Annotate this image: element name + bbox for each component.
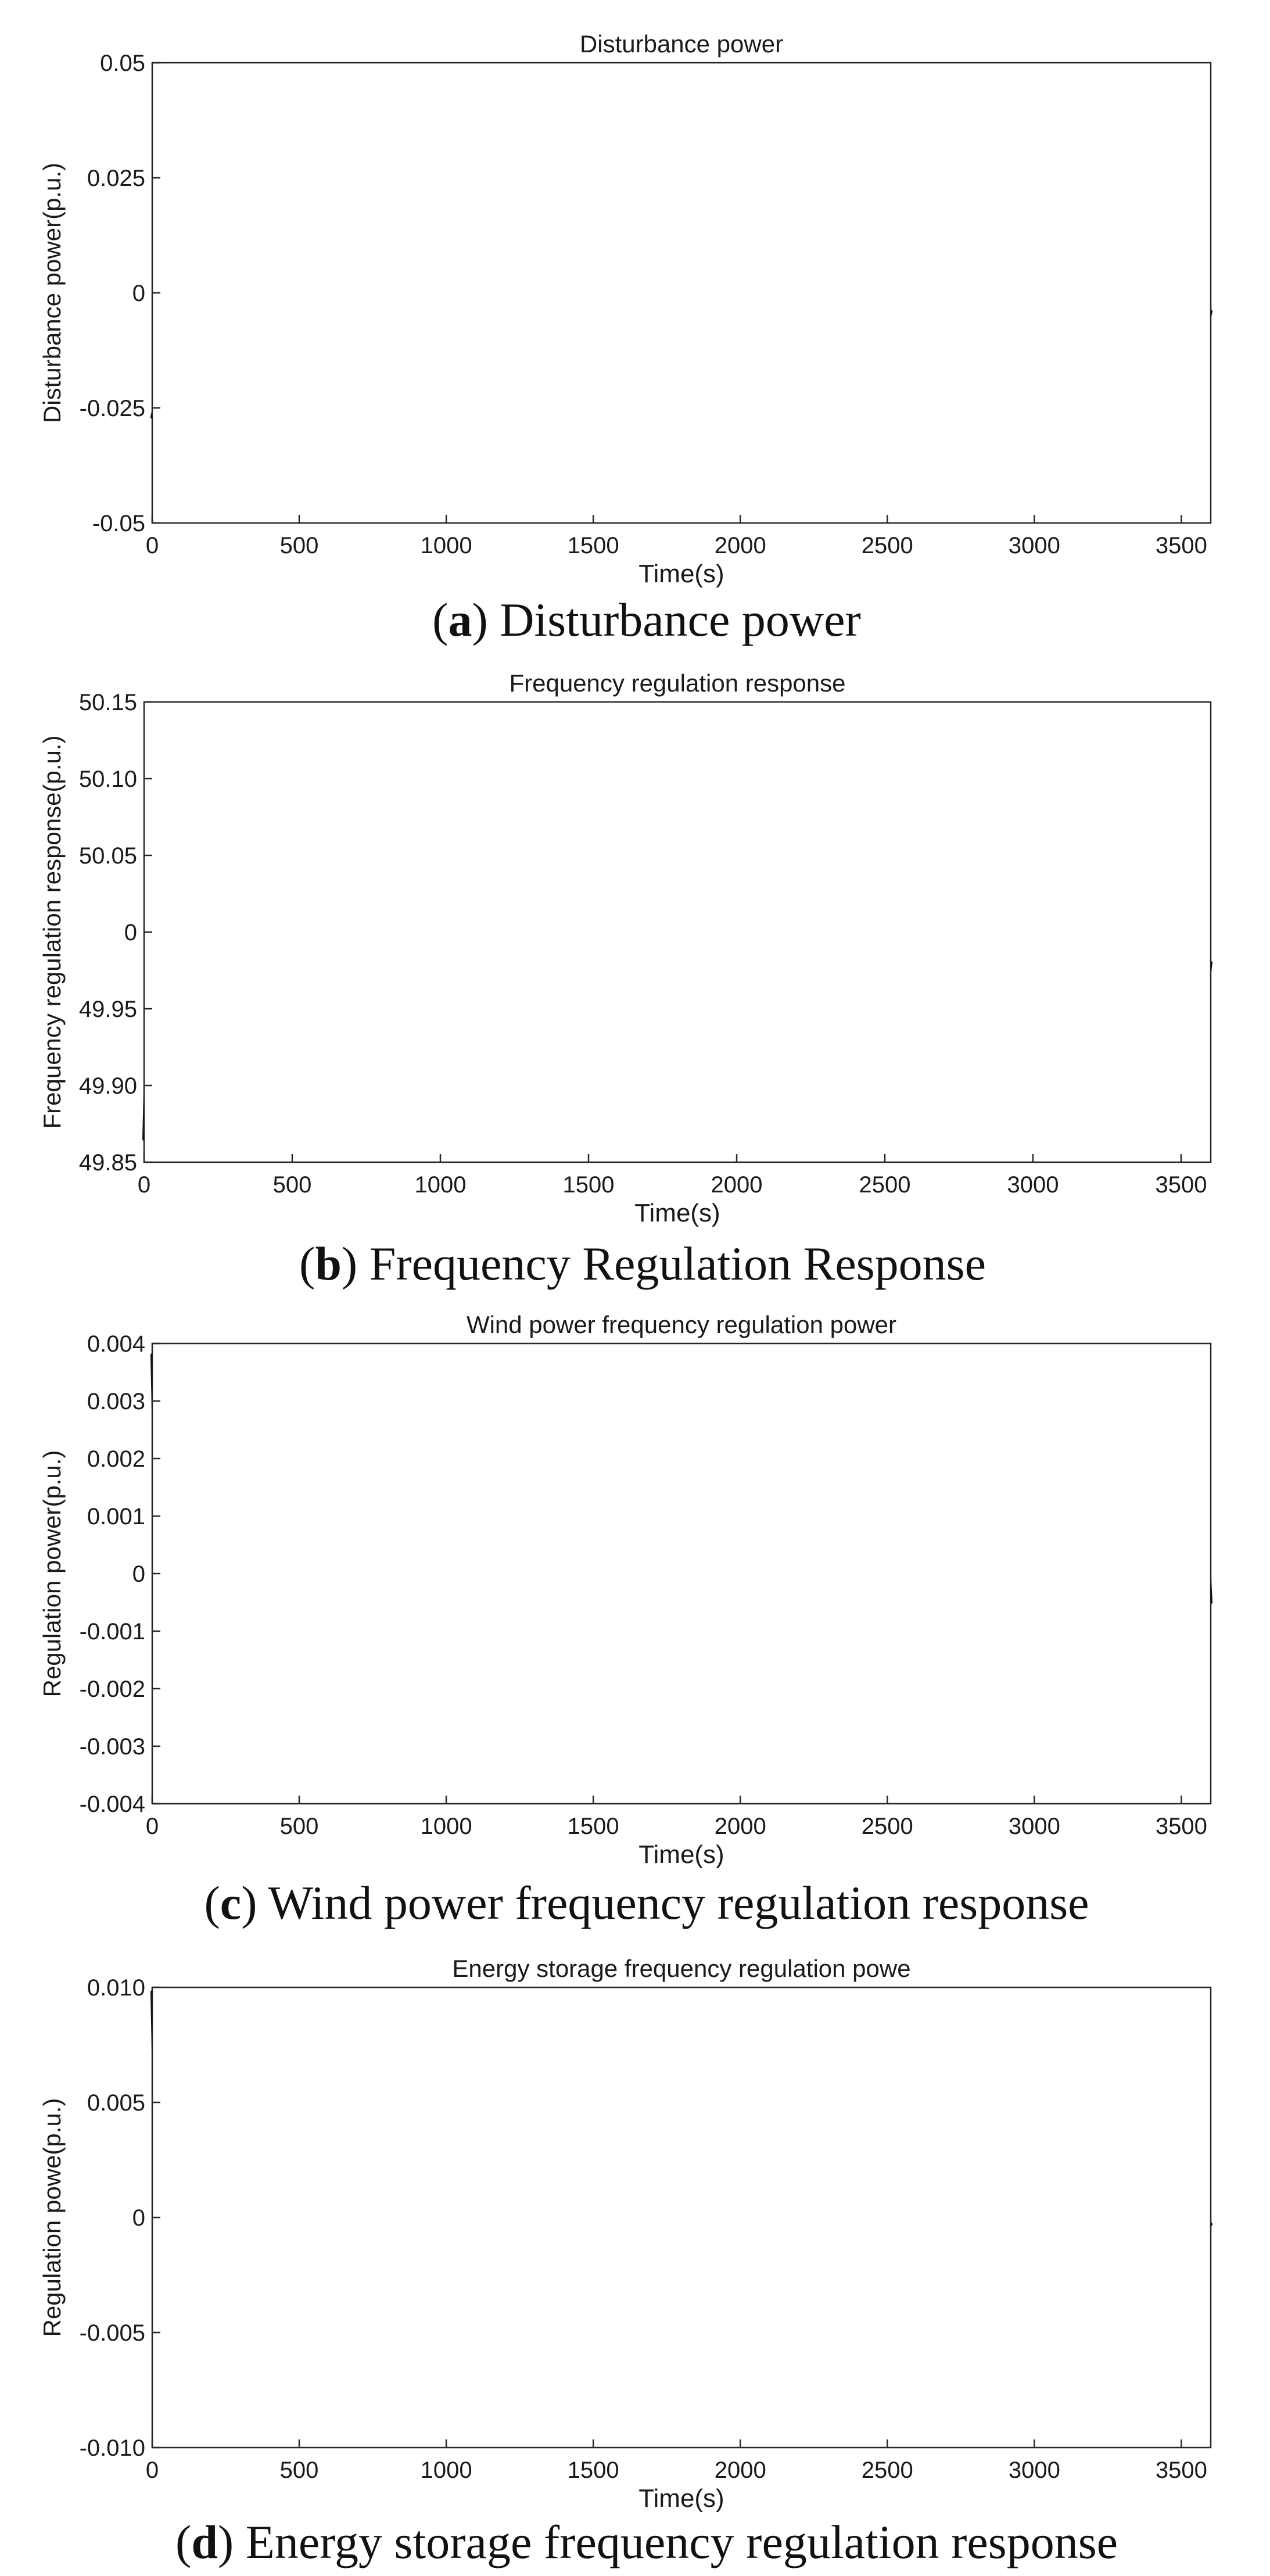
y-tick-label: -0.05	[92, 511, 145, 536]
x-tick-label: 3000	[1009, 2457, 1060, 2483]
x-tick-label: 2500	[862, 2457, 913, 2483]
y-tick-label: 0	[132, 281, 145, 306]
y-tick-label: 0.05	[100, 51, 145, 76]
x-tick-label: 0	[146, 533, 159, 558]
figure-caption: (a) Disturbance power	[432, 593, 861, 646]
y-tick-label: 0.010	[87, 1975, 145, 2001]
x-tick-label: 3000	[1007, 1172, 1059, 1198]
x-tick-label: 0	[138, 1172, 150, 1198]
x-tick-label: 3000	[1009, 533, 1060, 558]
y-tick-label: 49.85	[79, 1150, 137, 1176]
caption-letter: d	[191, 2516, 218, 2568]
y-tick-label: -0.001	[80, 1619, 145, 1645]
y-tick-label: -0.005	[80, 2320, 145, 2346]
x-tick-label: 1500	[563, 1172, 615, 1198]
caption-letter: b	[315, 1237, 342, 1290]
x-axis-label: Time(s)	[638, 1840, 724, 1869]
figure-caption: (d) Energy storage frequency regulation …	[175, 2516, 1118, 2568]
caption-text: Wind power frequency regulation response	[257, 1876, 1089, 1929]
x-tick-label: 1000	[415, 1172, 467, 1198]
x-tick-label: 1000	[421, 1814, 472, 1839]
y-tick-label: 0.025	[87, 166, 145, 191]
x-tick-label: 500	[280, 533, 319, 558]
y-tick-label: -0.004	[80, 1792, 145, 1817]
y-tick-label: -0.025	[80, 396, 145, 421]
x-tick-label: 1000	[421, 533, 472, 558]
x-tick-label: 1500	[568, 1814, 619, 1839]
y-axis-label: Frequency regulation response(p.u.)	[38, 735, 66, 1128]
y-axis-label: Regulation powe(p.u.)	[38, 2098, 66, 2337]
x-axis-label: Time(s)	[638, 560, 724, 588]
y-tick-label: 50.15	[79, 690, 137, 715]
figure-caption: (c) Wind power frequency regulation resp…	[204, 1876, 1089, 1929]
y-tick-label: 0	[124, 920, 137, 945]
caption-text: Frequency Regulation Response	[357, 1237, 986, 1290]
chart-panel-b: 0 500 1000 1500 2000 2500 3000 3500 49.85 49.90 49…	[38, 669, 1212, 1290]
chart-title: Wind power frequency regulation power	[467, 1311, 896, 1338]
x-axis-label: Time(s)	[634, 1199, 720, 1227]
y-tick-label: -0.002	[80, 1676, 145, 1702]
caption-letter: a	[448, 593, 472, 646]
figure-caption: (b) Frequency Regulation Response	[299, 1237, 986, 1290]
x-axis-label: Time(s)	[638, 2484, 724, 2513]
y-tick-label: 50.10	[79, 766, 137, 792]
y-tick-label: 0.002	[87, 1446, 145, 1472]
x-tick-label: 2000	[715, 1814, 766, 1839]
x-tick-label: 1500	[568, 533, 619, 558]
axes-frame	[151, 1986, 1212, 2449]
y-axis-label: Regulation power(p.u.)	[38, 1450, 66, 1697]
x-tick-label: 3000	[1009, 1814, 1060, 1839]
x-tick-label: 2000	[711, 1172, 763, 1198]
axes-frame	[151, 1342, 1212, 1805]
x-tick-label: 500	[273, 1172, 312, 1198]
axes-frame	[151, 62, 1212, 524]
x-tick-label: 2000	[715, 533, 766, 558]
x-tick-label: 1000	[421, 2457, 472, 2483]
y-tick-label: 0.004	[87, 1331, 145, 1357]
chart-title: Frequency regulation response	[509, 669, 845, 697]
chart-title: Disturbance power	[580, 30, 783, 58]
x-tick-label: 500	[280, 1814, 319, 1839]
y-tick-label: 50.05	[79, 843, 137, 869]
y-tick-label: 0	[132, 1561, 145, 1587]
y-tick-label: 0.001	[87, 1504, 145, 1529]
x-tick-label: 2500	[862, 533, 913, 558]
chart-panel-c: 0 500 1000 1500 2000 2500 3000 3500 -0.004 -0.003…	[38, 1311, 1212, 1929]
x-tick-label: 3500	[1156, 2457, 1207, 2483]
chart-panel-a: 0 500 1000 1500 2000 2500 3000 3500 -0.05 -0.025 0…	[38, 30, 1212, 646]
x-tick-label: 1500	[568, 2457, 619, 2483]
x-tick-label: 3500	[1156, 1814, 1207, 1839]
caption-text: Disturbance power	[488, 593, 861, 646]
x-tick-label: 0	[146, 1814, 159, 1839]
y-tick-label: 0.005	[87, 2090, 145, 2116]
x-tick-label: 3500	[1156, 1172, 1207, 1198]
caption-text: Energy storage frequency regulation resp…	[234, 2516, 1118, 2568]
y-axis-label: Disturbance power(p.u.)	[38, 163, 66, 423]
y-tick-label: 0	[132, 2205, 145, 2231]
x-tick-label: 2000	[715, 2457, 766, 2483]
x-tick-label: 3500	[1156, 533, 1207, 558]
y-tick-label: 49.95	[79, 997, 137, 1022]
x-tick-label: 2500	[862, 1814, 913, 1839]
y-tick-label: 49.90	[79, 1073, 137, 1099]
y-tick-label: 0.003	[87, 1389, 145, 1414]
y-tick-label: -0.010	[80, 2435, 145, 2461]
caption-letter: c	[220, 1876, 241, 1929]
chart-title: Energy storage frequency regulation powe	[452, 1955, 910, 1982]
x-tick-label: 2500	[859, 1172, 911, 1198]
chart-panel-d: 0 500 1000 1500 2000 2500 3000 3500 -0.010 -0.005…	[38, 1955, 1212, 2568]
y-tick-label: -0.003	[80, 1734, 145, 1760]
x-tick-label: 500	[280, 2457, 319, 2483]
x-tick-label: 0	[146, 2457, 159, 2483]
axes-frame	[143, 701, 1212, 1163]
